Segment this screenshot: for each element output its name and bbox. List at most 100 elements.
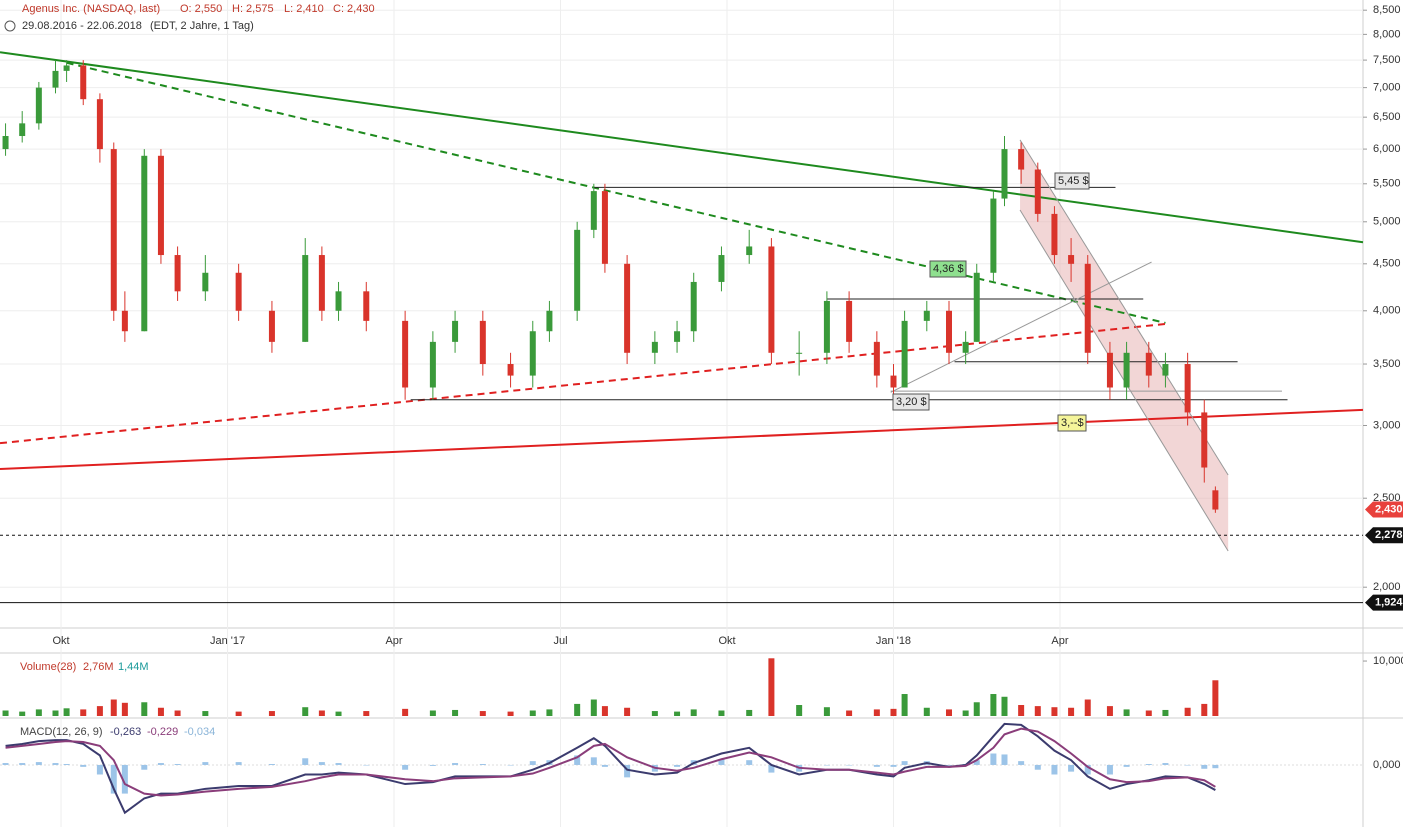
price-tag: [1365, 594, 1403, 611]
macd-histogram: [479, 764, 486, 765]
y-tick-label: 5,000: [1373, 216, 1401, 228]
macd-histogram: [363, 764, 370, 766]
x-tick-label: Jan '17: [210, 635, 245, 647]
annotation-label: 5,45 $: [1058, 175, 1089, 187]
subtitle: 29.08.2016 - 22.06.2018: [22, 20, 142, 32]
candle-body: [901, 320, 908, 388]
macd-histogram: [1145, 764, 1152, 765]
candle-body: [402, 320, 409, 388]
volume-bar: [746, 709, 753, 716]
volume-bar: [768, 658, 775, 716]
macd-histogram: [890, 764, 897, 767]
volume-bar: [1034, 706, 1041, 716]
volume-bar: [590, 699, 597, 716]
x-tick-label: Apr: [1051, 635, 1068, 647]
candle-body: [601, 191, 608, 264]
macd-histogram: [1001, 754, 1008, 765]
candle-body: [1051, 213, 1058, 256]
volume-bar: [1212, 680, 1219, 716]
macd-histogram: [96, 764, 103, 775]
candle-body: [479, 320, 486, 365]
price-tag-label: 2,430: [1375, 503, 1403, 515]
candle-body: [574, 229, 581, 311]
macd-histogram: [318, 762, 325, 765]
candle-body: [990, 198, 997, 273]
macd-histogram: [19, 763, 26, 765]
candle-body: [63, 65, 70, 71]
candle-body: [624, 263, 631, 353]
candle-body: [268, 310, 275, 342]
volume-bar: [574, 703, 581, 716]
y-tick-label: 2,500: [1373, 492, 1401, 504]
y-tick-label: 6,000: [1373, 143, 1401, 155]
candle-body: [1201, 412, 1208, 468]
candle-body: [873, 341, 880, 376]
candle-body: [823, 300, 830, 353]
candle-body: [546, 310, 553, 332]
candle-body: [651, 341, 658, 353]
candle-body: [19, 123, 26, 137]
candle-body: [1018, 149, 1025, 170]
x-tick-label: Okt: [718, 635, 735, 647]
macd-histogram: [110, 764, 117, 794]
volume-bar: [890, 708, 897, 716]
macd-histogram: [990, 753, 997, 765]
macd-histogram: [1123, 764, 1130, 767]
volume-bar: [52, 710, 59, 716]
trend-line: [66, 61, 1166, 324]
candle-body: [110, 149, 117, 311]
volume-bar: [235, 711, 242, 716]
clock-icon: [4, 20, 16, 32]
macd-title: MACD(12, 26, 9): [20, 726, 103, 738]
y-tick-label: 3,000: [1373, 419, 1401, 431]
macd-histogram: [601, 764, 608, 767]
x-tick-label: Jul: [553, 635, 567, 647]
y-tick-label: 7,000: [1373, 82, 1401, 94]
macd-histogram: [674, 764, 681, 767]
volume-bar: [945, 709, 952, 716]
annotation-box: [1054, 172, 1090, 190]
volume-bar: [1051, 707, 1058, 716]
macd-value: -0,034: [184, 726, 215, 738]
quote: L: 2,410: [284, 3, 324, 15]
volume-bar: [1162, 709, 1169, 716]
candle-body: [890, 375, 897, 388]
macd-histogram: [718, 759, 725, 765]
trend-line: [0, 51, 1364, 244]
price-tag: [1365, 501, 1403, 518]
candle-body: [1084, 263, 1091, 353]
candle-body: [80, 65, 87, 100]
volume-bar: [1145, 710, 1152, 716]
macd-histogram: [873, 764, 880, 767]
macd-histogram: [1068, 764, 1075, 772]
candle-body: [690, 281, 697, 332]
macd-histogram: [1212, 764, 1219, 769]
macd-histogram: [823, 764, 830, 766]
candle-body: [1123, 352, 1130, 388]
macd-histogram: [235, 762, 242, 765]
annotation-label: 4,36 $: [933, 263, 964, 275]
volume-bar: [1201, 703, 1208, 716]
macd-value: -0,229: [147, 726, 178, 738]
macd-histogram: [35, 762, 42, 765]
candle-body: [846, 300, 853, 342]
macd-histogram: [1084, 764, 1091, 775]
macd-histogram: [402, 764, 409, 770]
volume-bar: [157, 707, 164, 716]
y-tick-label: 6,500: [1373, 111, 1401, 123]
volume-bar: [268, 711, 275, 716]
macd-histogram: [452, 763, 459, 765]
candle-body: [507, 364, 514, 376]
volume-bar: [2, 710, 9, 716]
volume-bar: [63, 708, 70, 716]
volume-bar: [1106, 706, 1113, 716]
candle-body: [452, 320, 459, 342]
x-tick-label: Okt: [52, 635, 69, 647]
trend-line: [890, 261, 1152, 393]
annotation-label: 3,20 $: [896, 396, 927, 408]
volume-bar: [174, 710, 181, 716]
macd-histogram: [1162, 763, 1169, 765]
candle-body: [1145, 352, 1152, 376]
volume-bar: [507, 711, 514, 716]
